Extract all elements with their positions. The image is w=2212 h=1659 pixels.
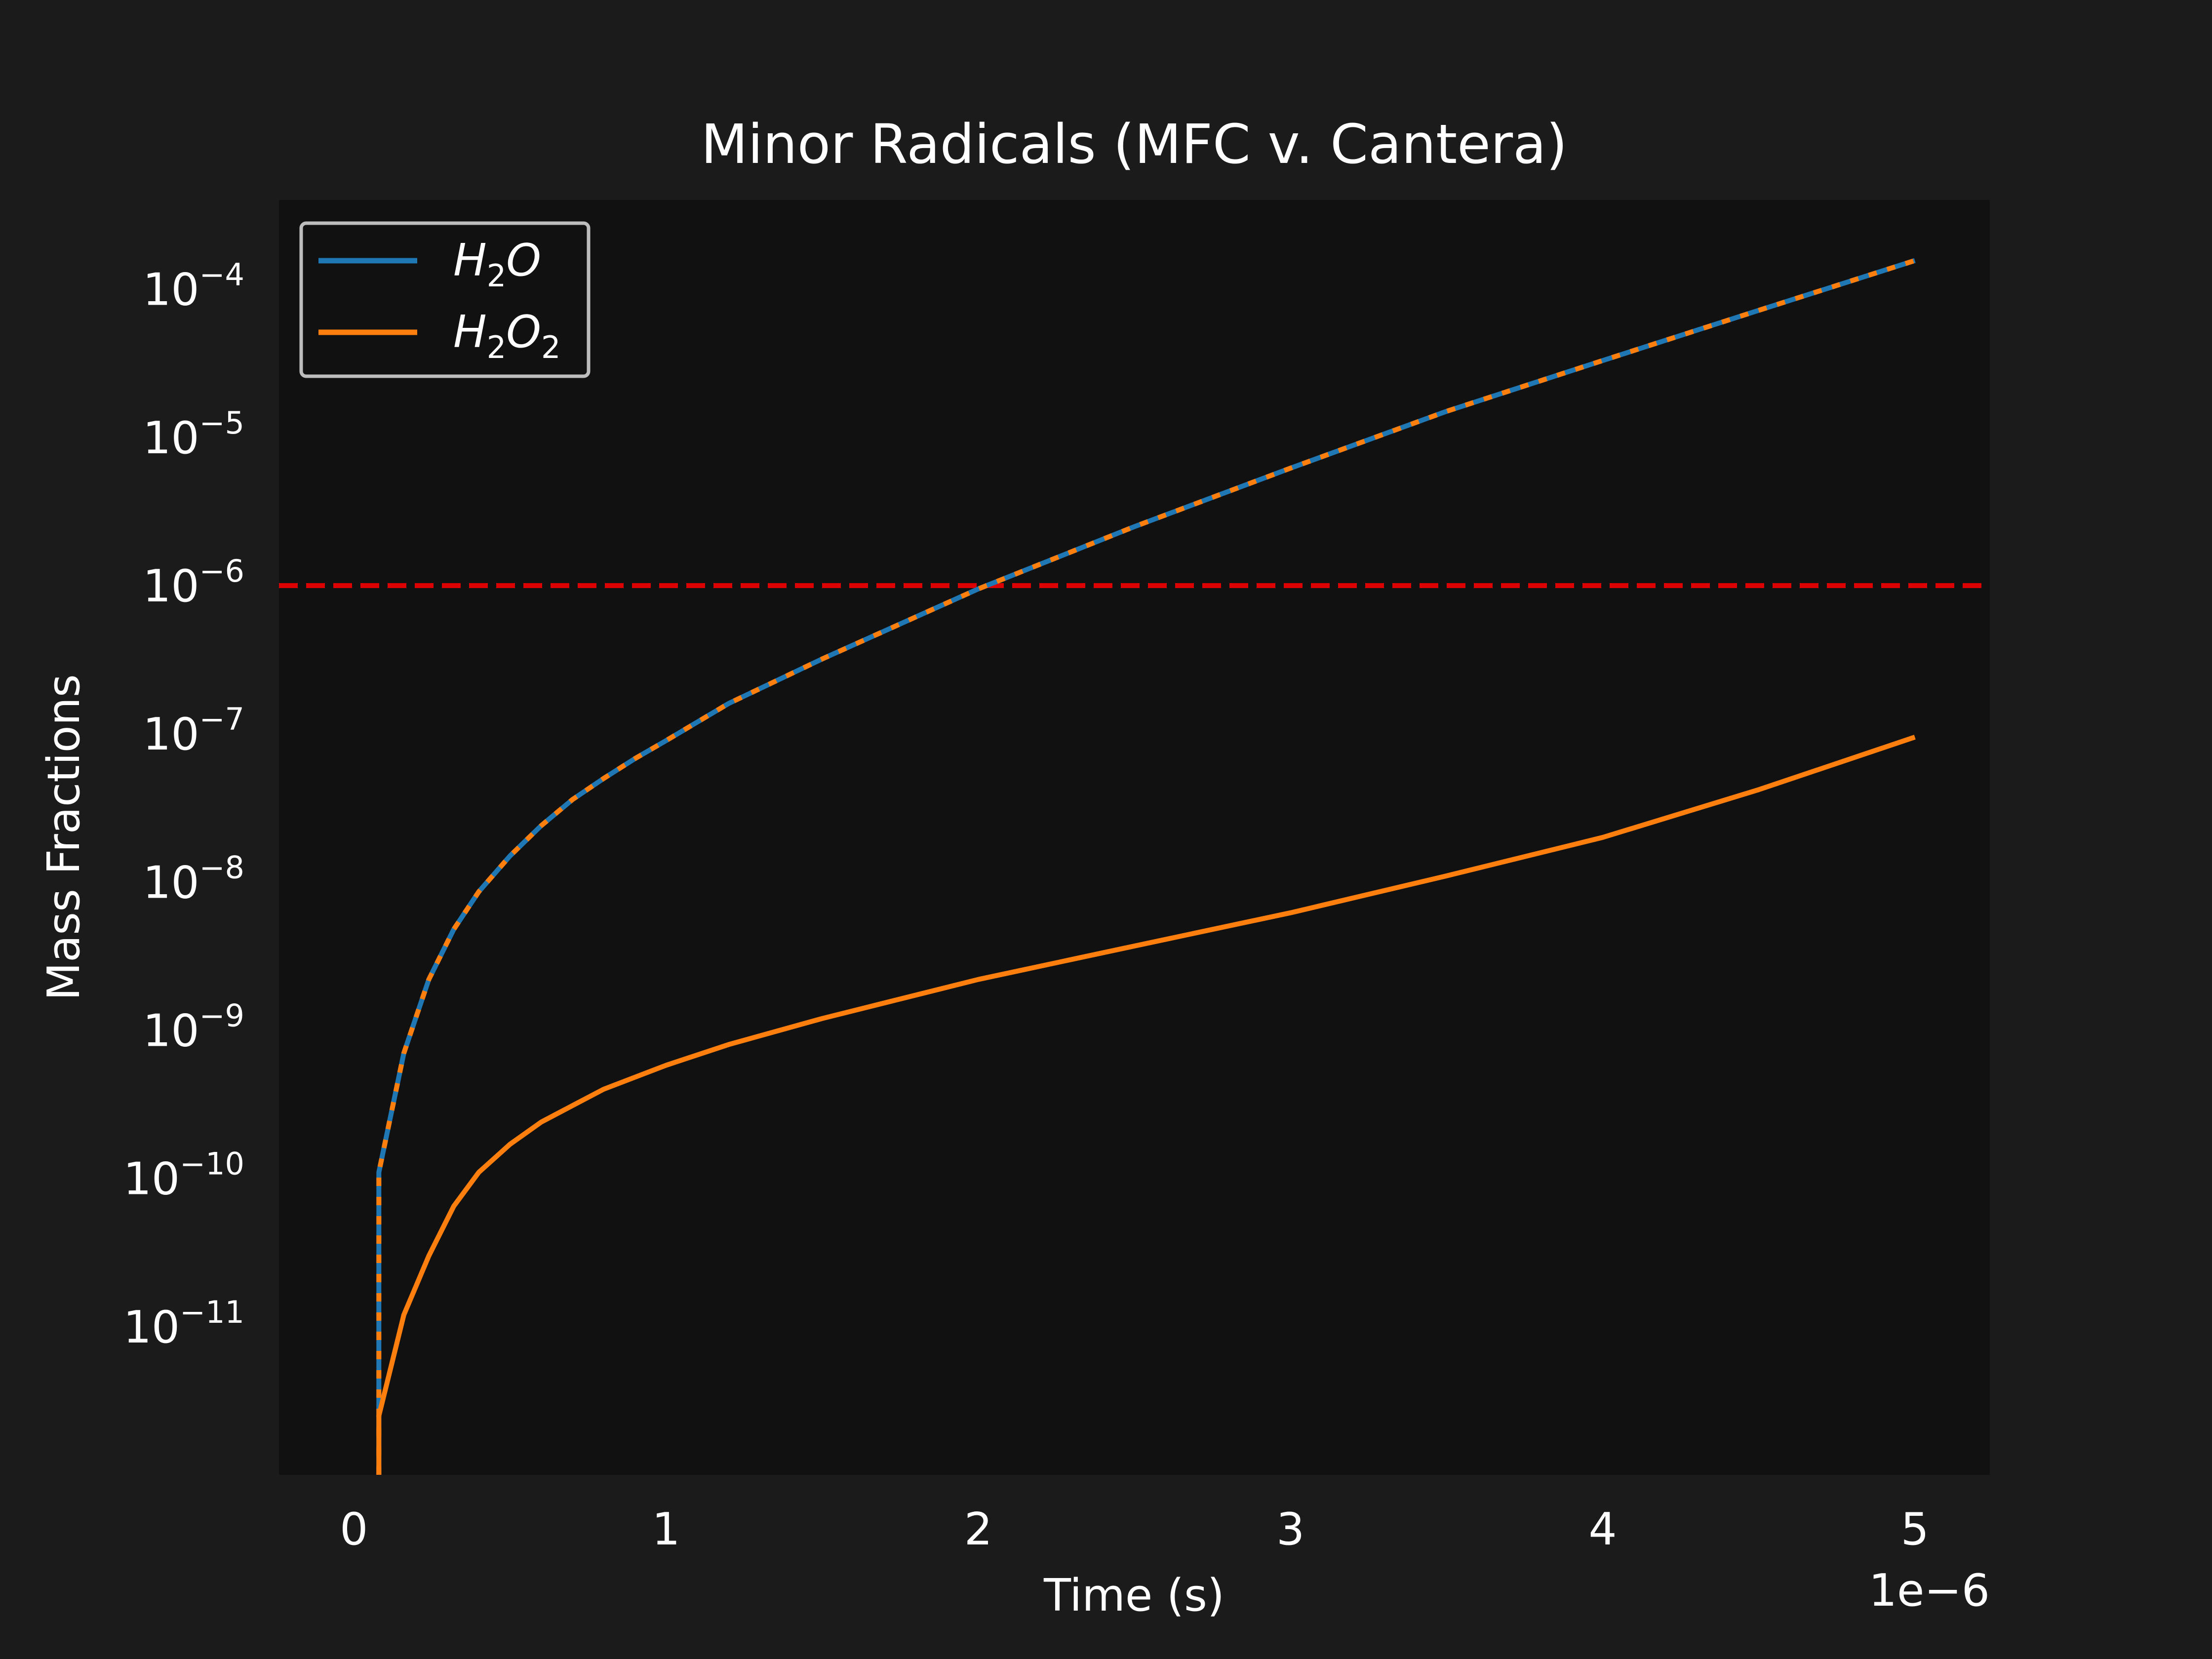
y-tick-label: 10−6 (143, 553, 244, 612)
y-tick-label: 10−7 (143, 701, 244, 760)
x-tick-label: 5 (1901, 1503, 1929, 1555)
x-tick-label: 1 (652, 1503, 680, 1555)
series-line (376, 735, 1916, 1475)
plot-area (279, 200, 1990, 1475)
y-tick-label: 10−8 (143, 849, 244, 908)
x-tick-label: 0 (340, 1503, 368, 1555)
y-tick-label: 10−5 (143, 405, 244, 464)
x-tick-label: 2 (964, 1503, 992, 1555)
chart-title: Minor Radicals (MFC v. Cantera) (701, 113, 1568, 176)
y-tick-label: 10−4 (143, 257, 244, 316)
series-group (376, 258, 1916, 1475)
legend-label: H2O2 (453, 306, 560, 365)
y-tick-label: 10−11 (123, 1294, 244, 1353)
x-tick-labels: 0 1 2 3 4 5 (340, 1503, 1929, 1555)
y-tick-labels: 10−11 10−10 10−9 10−8 10−7 10−6 10−5 10−4 (123, 257, 244, 1353)
y-tick-label: 10−10 (123, 1146, 244, 1205)
x-offset-label: 1e−6 (1869, 1565, 1990, 1617)
legend: H2O H2O2 (299, 221, 591, 378)
y-tick-label: 10−9 (143, 998, 244, 1057)
x-tick-label: 3 (1276, 1503, 1304, 1555)
series-line (376, 258, 1916, 1475)
y-axis-label: Mass Fractions (38, 674, 90, 1000)
legend-label: H2O (453, 235, 541, 294)
x-tick-label: 4 (1588, 1503, 1617, 1555)
x-axis-label: Time (s) (1043, 1570, 1224, 1621)
